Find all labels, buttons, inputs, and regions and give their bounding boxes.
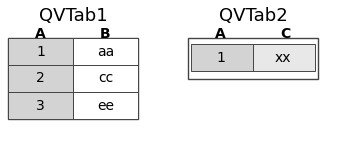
Text: 1: 1 — [216, 50, 225, 64]
Text: A: A — [215, 27, 226, 41]
Text: 1: 1 — [36, 44, 45, 58]
Text: QVTab2: QVTab2 — [219, 7, 287, 25]
Bar — [8, 38, 138, 119]
Bar — [73, 92, 138, 119]
Bar — [188, 38, 318, 79]
Bar — [253, 44, 315, 71]
Text: C: C — [280, 27, 290, 41]
Text: 2: 2 — [36, 72, 45, 86]
Text: B: B — [100, 27, 111, 41]
Bar — [8, 65, 73, 92]
Text: QVTab1: QVTab1 — [39, 7, 107, 25]
Text: ee: ee — [97, 99, 114, 113]
Bar — [8, 92, 73, 119]
Text: xx: xx — [274, 50, 291, 64]
Text: 3: 3 — [36, 99, 45, 113]
Bar — [8, 38, 73, 65]
Text: aa: aa — [97, 44, 114, 58]
Text: cc: cc — [98, 72, 113, 86]
Text: A: A — [35, 27, 46, 41]
Bar — [73, 65, 138, 92]
Bar — [73, 38, 138, 65]
Bar — [191, 44, 253, 71]
